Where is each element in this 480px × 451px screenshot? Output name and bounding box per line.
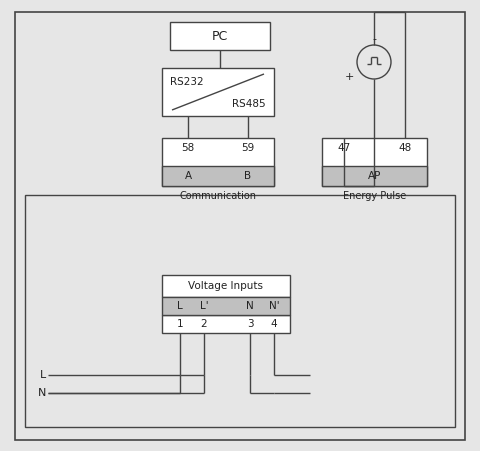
Text: +: + <box>344 72 354 82</box>
Text: RS232: RS232 <box>170 77 204 87</box>
Text: N': N' <box>269 301 279 311</box>
Text: AP: AP <box>368 171 381 181</box>
Bar <box>322 138 427 186</box>
Text: 1: 1 <box>177 319 183 329</box>
Bar <box>162 138 274 186</box>
Text: 47: 47 <box>337 143 350 153</box>
Bar <box>25 195 455 427</box>
Bar <box>170 22 270 50</box>
Text: 48: 48 <box>398 143 412 153</box>
Text: N: N <box>246 301 254 311</box>
Text: Communication: Communication <box>180 191 256 201</box>
Bar <box>162 275 290 297</box>
Bar <box>162 297 290 315</box>
Text: B: B <box>244 171 252 181</box>
Bar <box>322 166 427 186</box>
Text: Energy Pulse: Energy Pulse <box>343 191 406 201</box>
Text: RS485: RS485 <box>232 99 266 109</box>
Text: -: - <box>372 34 376 44</box>
Text: L: L <box>177 301 183 311</box>
Text: L: L <box>40 370 46 380</box>
Bar <box>162 315 290 333</box>
Text: 3: 3 <box>247 319 253 329</box>
Bar <box>162 166 274 186</box>
Text: N: N <box>37 388 46 398</box>
Text: 58: 58 <box>181 143 194 153</box>
Text: Voltage Inputs: Voltage Inputs <box>189 281 264 291</box>
Text: 59: 59 <box>241 143 254 153</box>
Text: L': L' <box>200 301 208 311</box>
Text: 4: 4 <box>271 319 277 329</box>
Text: PC: PC <box>212 29 228 42</box>
Bar <box>162 68 274 116</box>
Text: 2: 2 <box>201 319 207 329</box>
Text: A: A <box>184 171 192 181</box>
